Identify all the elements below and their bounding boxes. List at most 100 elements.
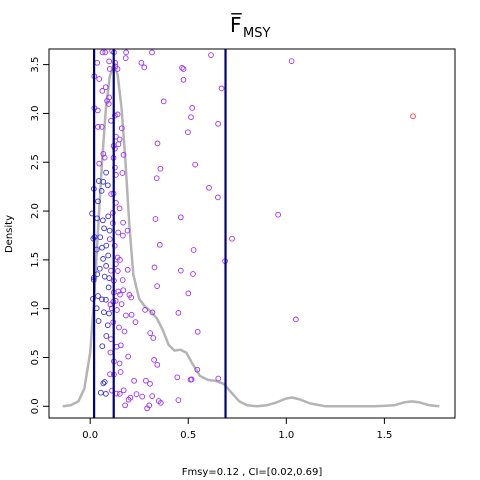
data-point (95, 318, 102, 324)
data-point (117, 342, 124, 349)
axes: 0.0 0.5 1.0 1.5 0.0 0.5 1.0 1.5 2.0 2.5 3.0 3.5 (30, 57, 392, 441)
data-point (104, 322, 111, 329)
data-point (194, 328, 201, 335)
data-point (175, 397, 182, 403)
data-point (288, 58, 295, 64)
data-point (119, 170, 126, 176)
data-point (121, 328, 128, 335)
data-point (96, 76, 103, 82)
data-point (97, 234, 104, 241)
data-point (106, 66, 113, 72)
data-point (102, 49, 109, 56)
data-point (99, 343, 106, 350)
data-point (177, 267, 184, 274)
data-point (106, 58, 113, 65)
data-point (175, 310, 182, 316)
data-point (153, 175, 160, 182)
data-point (127, 394, 134, 401)
data-point (132, 319, 139, 325)
data-point (152, 216, 159, 222)
data-point (120, 387, 127, 394)
data-point (215, 375, 222, 382)
data-point (151, 357, 157, 363)
data-point (114, 254, 121, 261)
data-point (95, 178, 102, 184)
data-point (185, 129, 191, 136)
data-point (94, 107, 101, 114)
data-point (105, 101, 112, 107)
y-tick-label: 0.5 (30, 350, 41, 366)
data-point (138, 59, 145, 66)
data-point (106, 275, 113, 281)
data-point (179, 65, 185, 71)
data-point (98, 124, 105, 130)
data-point (90, 296, 96, 302)
data-point (122, 55, 129, 61)
data-point (143, 377, 149, 384)
data-point (116, 205, 123, 212)
data-point (98, 188, 105, 194)
data-point (103, 296, 109, 303)
data-point (157, 165, 164, 172)
y-tick-label: 0.0 (30, 398, 41, 414)
data-point (115, 141, 122, 148)
data-point (103, 169, 109, 176)
data-point (99, 296, 105, 303)
data-point (187, 376, 194, 383)
data-point (120, 219, 126, 226)
data-point (112, 145, 118, 152)
data-point (101, 225, 107, 232)
plot-frame (48, 48, 456, 419)
data-point (95, 198, 101, 205)
data-point (114, 66, 121, 72)
data-point (116, 360, 123, 367)
data-point (208, 52, 214, 58)
data-point (160, 98, 167, 105)
data-point (215, 194, 221, 201)
data-point (105, 284, 112, 291)
data-point (117, 369, 124, 375)
data-point (190, 247, 197, 253)
data-point (103, 390, 109, 397)
data-point (103, 242, 110, 249)
chart-title-subscript: MSY (243, 26, 270, 41)
x-tick-label: 0.5 (180, 430, 196, 441)
data-point (100, 380, 107, 387)
data-point (102, 84, 109, 91)
data-point (174, 374, 181, 381)
data-point (114, 307, 120, 313)
data-point (104, 97, 110, 104)
data-point (147, 380, 153, 387)
data-point (106, 310, 112, 317)
y-tick-label: 2.0 (30, 203, 41, 219)
data-point (100, 256, 106, 262)
data-point (119, 277, 126, 283)
x-tick-label: 0.0 (82, 430, 98, 441)
data-point (124, 227, 131, 234)
data-point (107, 349, 114, 356)
plot-area (62, 49, 440, 418)
data-point (103, 263, 109, 269)
data-point (99, 49, 106, 56)
data-point (105, 252, 112, 259)
data-point (149, 309, 156, 316)
data-point (154, 361, 161, 368)
data-point (94, 59, 101, 66)
data-point (218, 85, 225, 92)
data-point (128, 294, 135, 301)
data-point (123, 312, 129, 319)
data-point (125, 353, 132, 360)
data-point (131, 377, 137, 384)
data-point (114, 111, 121, 118)
data-point (206, 184, 212, 191)
data-point (180, 66, 187, 72)
data-point (190, 271, 196, 277)
data-point (103, 333, 110, 339)
data-point (117, 291, 123, 298)
data-point (177, 214, 184, 221)
data-point (106, 236, 113, 243)
data-point (149, 393, 156, 399)
data-point (120, 287, 127, 294)
data-point (154, 283, 160, 289)
